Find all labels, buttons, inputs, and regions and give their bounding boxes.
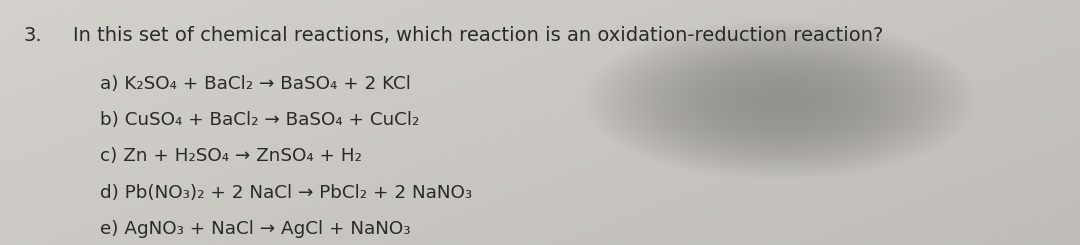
Text: d) Pb(NO₃)₂ + 2 NaCl → PbCl₂ + 2 NaNO₃: d) Pb(NO₃)₂ + 2 NaCl → PbCl₂ + 2 NaNO₃ [100, 184, 473, 201]
Text: b) CuSO₄ + BaCl₂ → BaSO₄ + CuCl₂: b) CuSO₄ + BaCl₂ → BaSO₄ + CuCl₂ [100, 111, 420, 129]
Text: 3.: 3. [24, 26, 42, 45]
Text: a) K₂SO₄ + BaCl₂ → BaSO₄ + 2 KCl: a) K₂SO₄ + BaCl₂ → BaSO₄ + 2 KCl [100, 75, 411, 93]
Text: In this set of chemical reactions, which reaction is an oxidation-reduction reac: In this set of chemical reactions, which… [73, 26, 883, 45]
Text: c) Zn + H₂SO₄ → ZnSO₄ + H₂: c) Zn + H₂SO₄ → ZnSO₄ + H₂ [100, 147, 362, 165]
Text: e) AgNO₃ + NaCl → AgCl + NaNO₃: e) AgNO₃ + NaCl → AgCl + NaNO₃ [100, 220, 410, 238]
